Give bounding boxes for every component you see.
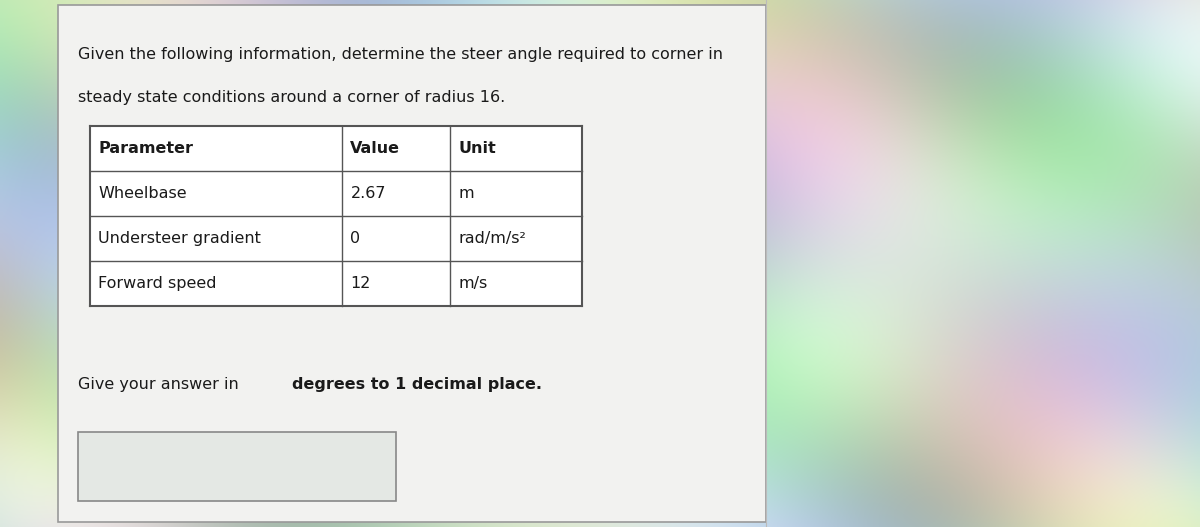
Text: steady state conditions around a corner of radius 16.: steady state conditions around a corner … [78,90,505,104]
Bar [90,126,582,306]
Text: Understeer gradient: Understeer gradient [98,231,262,246]
Text: Value: Value [350,141,401,157]
Text: m: m [458,186,474,201]
Text: m/s: m/s [458,276,487,291]
Bar [78,432,396,501]
Text: Wheelbase: Wheelbase [98,186,187,201]
Text: Parameter: Parameter [98,141,193,157]
Text: degrees to 1 decimal place.: degrees to 1 decimal place. [292,377,542,392]
Text: Given the following information, determine the steer angle required to corner in: Given the following information, determi… [78,47,730,62]
Text: rad/m/s²: rad/m/s² [458,231,526,246]
Text: 0: 0 [350,231,360,246]
Text: 2.67: 2.67 [350,186,386,201]
Text: Unit: Unit [458,141,496,157]
Text: Forward speed: Forward speed [98,276,217,291]
Text: 12: 12 [350,276,371,291]
Bar [58,5,766,522]
Text: Give your answer in: Give your answer in [78,377,244,392]
